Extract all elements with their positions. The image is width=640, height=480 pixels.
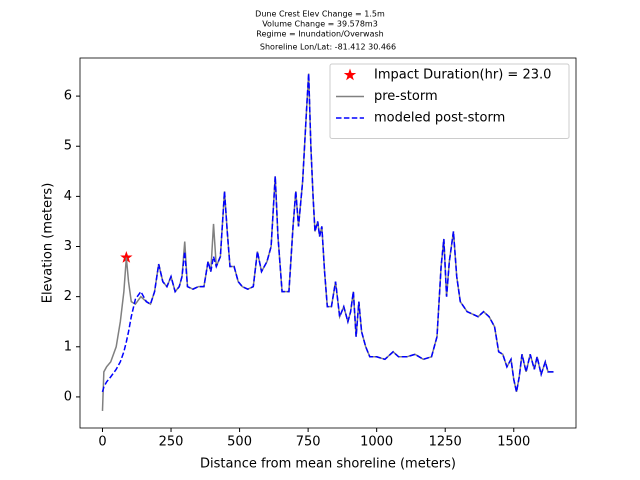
y-tick-label: 5: [64, 139, 72, 154]
title-line: Dune Crest Elev Change = 1.5m: [255, 10, 385, 19]
y-tick-label: 1: [64, 339, 72, 354]
title-line: Regime = Inundation/Overwash: [256, 30, 383, 39]
legend-box: [329, 63, 570, 139]
x-tick-label: 1250: [429, 435, 462, 450]
legend-label: modeled post-storm: [374, 111, 505, 126]
legend-label: Impact Duration(hr) = 23.0: [374, 68, 551, 83]
x-tick-label: 0: [98, 435, 106, 450]
y-axis-label: Elevation (meters): [41, 183, 56, 304]
legend-label: pre-storm: [374, 89, 438, 104]
x-tick-label: 750: [296, 435, 321, 450]
y-tick-label: 0: [64, 389, 72, 404]
y-tick-label: 6: [64, 89, 72, 104]
y-tick-label: 4: [64, 189, 72, 204]
title-line: Volume Change = 39.578m3: [262, 20, 378, 29]
y-tick-label: 2: [64, 289, 72, 304]
plot-frame: [79, 57, 577, 429]
legend-marker: [343, 68, 357, 81]
x-tick-label: 1500: [497, 435, 530, 450]
x-tick-label: 250: [159, 435, 184, 450]
y-tick-label: 3: [64, 239, 72, 254]
x-axis-label: Distance from mean shoreline (meters): [200, 457, 456, 472]
series-line: [101, 73, 554, 393]
title-line: Shoreline Lon/Lat: -81.412 30.466: [260, 43, 396, 52]
x-tick-label: 500: [227, 435, 252, 450]
x-tick-label: 1000: [360, 435, 393, 450]
